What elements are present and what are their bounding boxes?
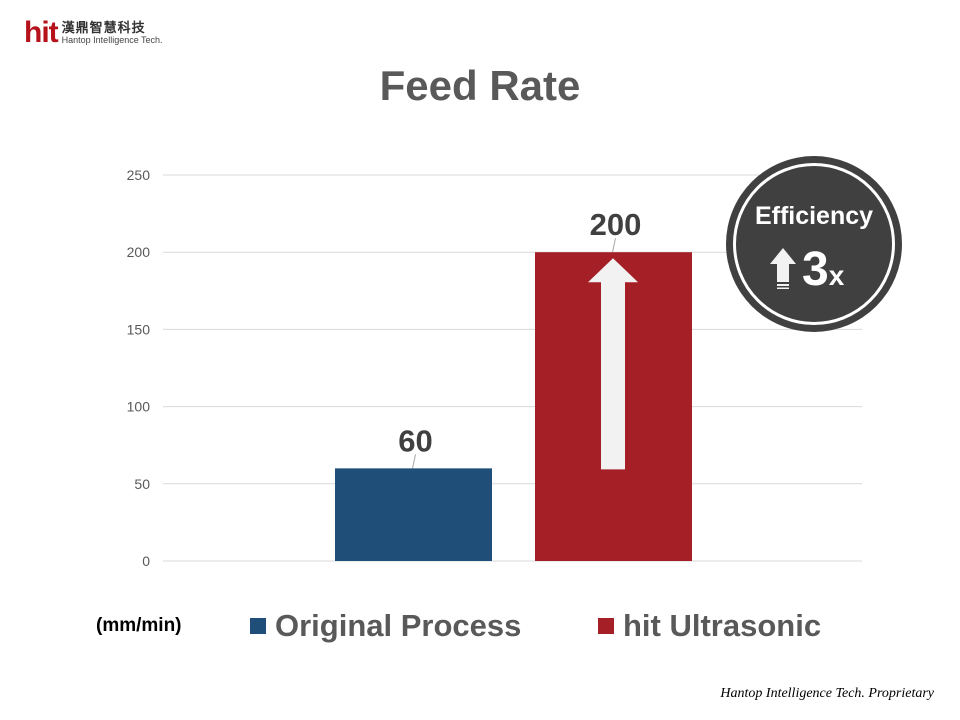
logo-chinese: 漢鼎智慧科技 bbox=[61, 20, 146, 35]
legend-swatch-hit bbox=[598, 618, 614, 634]
unit-label: (mm/min) bbox=[96, 615, 182, 636]
legend-item-hit: hit Ultrasonic bbox=[598, 608, 821, 644]
legend-item-original: Original Process bbox=[250, 608, 521, 644]
y-tick-label: 150 bbox=[127, 321, 151, 337]
data-label-leader bbox=[612, 238, 616, 253]
legend-label-hit: hit Ultrasonic bbox=[623, 608, 822, 643]
badge-suffix: x bbox=[828, 260, 845, 291]
legend-label-original: Original Process bbox=[275, 608, 522, 643]
bar-0 bbox=[335, 468, 492, 561]
legend-swatch-original bbox=[250, 618, 266, 634]
badge-ring bbox=[733, 163, 895, 325]
y-tick-label: 100 bbox=[127, 399, 151, 415]
growth-arrow-icon bbox=[588, 258, 638, 470]
chart-title: Feed Rate bbox=[379, 62, 581, 109]
y-tick-label: 250 bbox=[127, 167, 151, 183]
data-label-leader bbox=[412, 454, 416, 469]
data-label: 200 bbox=[590, 207, 642, 242]
y-tick-label: 200 bbox=[127, 244, 151, 260]
up-arrow-icon bbox=[770, 248, 796, 289]
data-label: 60 bbox=[398, 423, 432, 458]
badge-value: 3 bbox=[802, 243, 829, 296]
y-tick-label: 50 bbox=[134, 476, 150, 492]
badge-label: Efficiency bbox=[754, 202, 874, 230]
efficiency-badge: Efficiency 3x bbox=[726, 156, 902, 332]
y-tick-label: 0 bbox=[142, 553, 150, 569]
footer-proprietary: Hantop Intelligence Tech. Proprietary bbox=[720, 686, 934, 701]
logo-english: Hantop Intelligence Tech. bbox=[61, 35, 163, 45]
logo-mark: hit bbox=[24, 16, 59, 49]
logo: hit 漢鼎智慧科技 Hantop Intelligence Tech. bbox=[24, 18, 163, 48]
